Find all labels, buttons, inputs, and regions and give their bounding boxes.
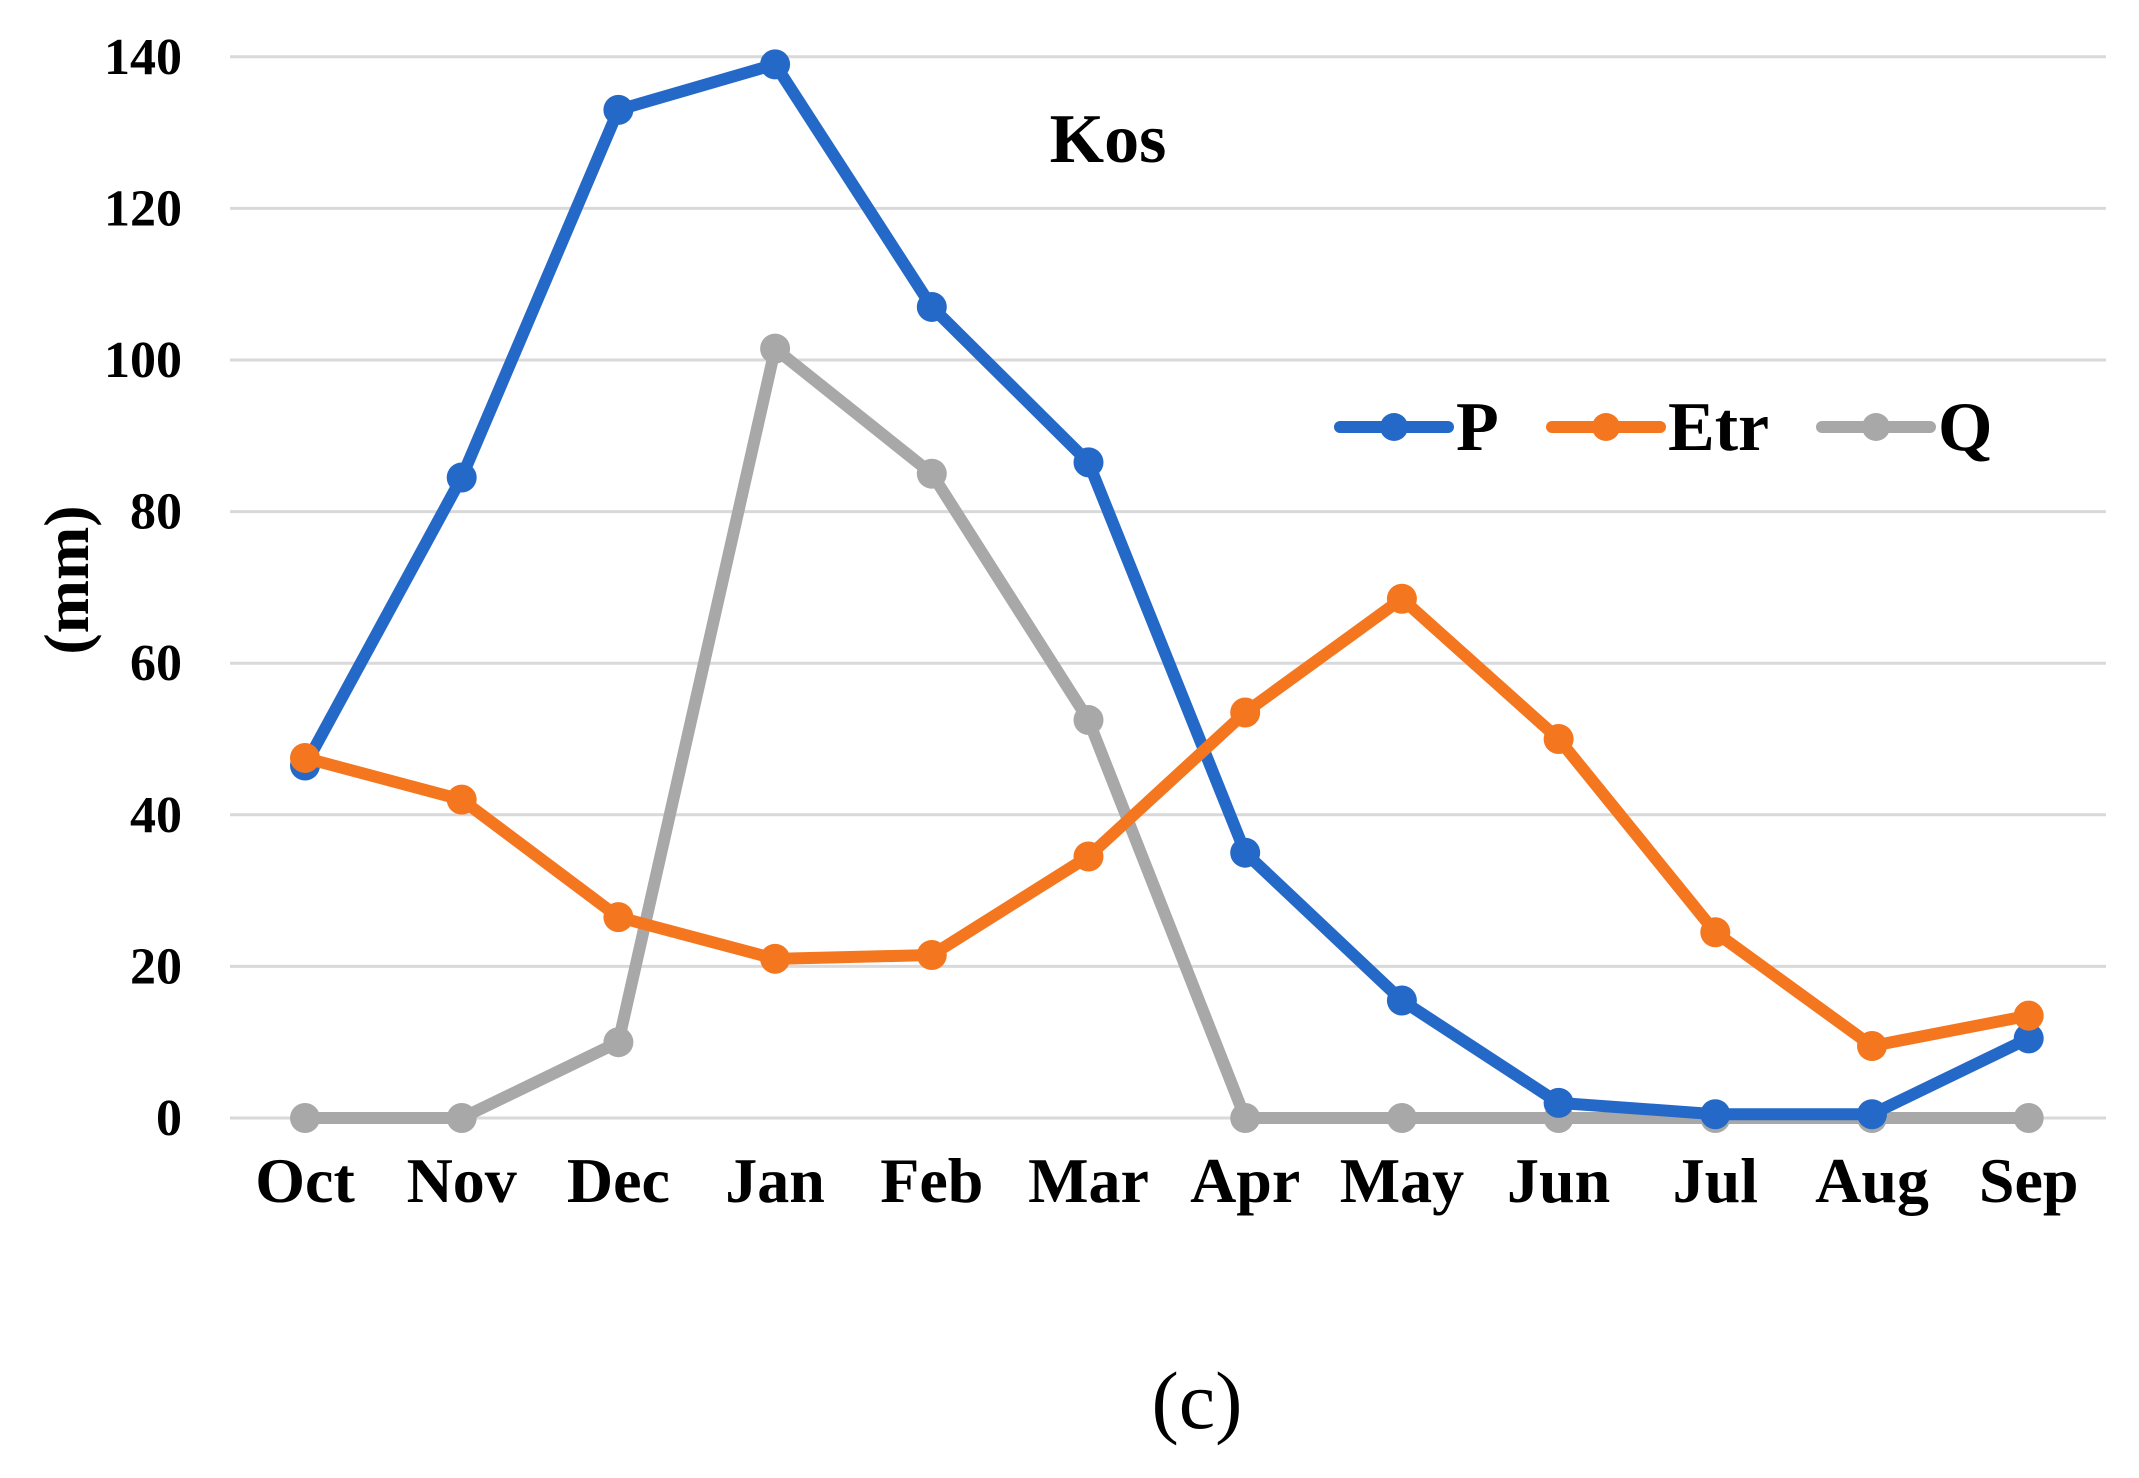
data-point-Etr-Sep	[2013, 1000, 2044, 1031]
data-point-Q-Dec	[603, 1027, 634, 1058]
y-tick-label: 140	[104, 29, 182, 86]
x-tick-label: Oct	[255, 1145, 355, 1216]
x-tick-label: Jun	[1507, 1145, 1610, 1216]
data-point-Q-Jan	[760, 333, 791, 364]
series-line-Etr	[299, 592, 2035, 1052]
data-point-Q-Mar	[1073, 705, 1104, 736]
data-point-P-Nov	[446, 462, 477, 493]
y-tick-label: 80	[130, 484, 182, 541]
legend-item-Q: Q	[1816, 389, 1992, 466]
x-tick-label: Apr	[1190, 1145, 1300, 1216]
legend-item-Etr: Etr	[1546, 389, 1769, 466]
legend-label-P: P	[1456, 389, 1499, 466]
legend-marker-Q	[1862, 413, 1890, 441]
data-point-Etr-Jul	[1700, 917, 1731, 948]
data-point-P-Feb	[916, 291, 947, 322]
legend-marker-Etr	[1592, 413, 1620, 441]
data-point-Etr-Dec	[603, 902, 634, 933]
data-point-P-Aug	[1857, 1099, 1887, 1130]
x-axis-tick-labels: Oct Nov Dec Jan Feb Mar Apr May Jun Jul Aug Sep	[255, 1145, 2078, 1216]
y-axis-label: (mm)	[31, 505, 102, 654]
data-point-Etr-May	[1386, 583, 1417, 614]
data-point-Etr-Aug	[1857, 1030, 1887, 1061]
data-point-P-Dec	[603, 94, 634, 125]
data-point-Etr-Nov	[446, 784, 477, 815]
series-line-Q	[299, 342, 2035, 1124]
y-tick-label: 100	[104, 332, 182, 389]
data-point-P-Mar	[1073, 447, 1104, 478]
legend-marker-P	[1380, 413, 1408, 441]
data-point-P-Jul	[1700, 1099, 1731, 1130]
legend-label-Q: Q	[1938, 389, 1992, 466]
data-point-P-May	[1386, 985, 1417, 1016]
data-point-Q-Nov	[446, 1103, 477, 1133]
legend-item-P: P	[1334, 389, 1499, 466]
data-point-P-Apr	[1230, 837, 1261, 868]
data-point-Etr-Jun	[1543, 724, 1574, 754]
y-tick-label: 20	[130, 938, 182, 995]
legend-label-Etr: Etr	[1668, 389, 1769, 466]
data-point-Etr-Feb	[916, 940, 947, 971]
data-point-Etr-Mar	[1073, 841, 1104, 872]
data-point-P-Sep	[2013, 1023, 2044, 1054]
figure-caption: (c)	[1151, 1355, 1242, 1446]
data-point-P-Jun	[1543, 1087, 1574, 1118]
data-point-Q-Feb	[916, 458, 947, 489]
data-point-Q-Sep	[2013, 1103, 2044, 1133]
x-tick-label: Feb	[880, 1145, 983, 1216]
data-point-Etr-Apr	[1230, 697, 1261, 728]
gridlines	[230, 55, 2106, 1120]
data-point-Q-Apr	[1230, 1103, 1261, 1133]
x-tick-label: Sep	[1979, 1145, 2079, 1216]
data-point-Q-Oct	[290, 1103, 320, 1133]
y-tick-label: 40	[130, 787, 182, 844]
x-tick-label: Mar	[1028, 1145, 1149, 1216]
series-lines	[290, 49, 2044, 1133]
chart-title: Kos	[1050, 101, 1167, 178]
data-point-Etr-Jan	[760, 943, 791, 974]
series-Etr	[290, 583, 2044, 1061]
series-line-P	[299, 58, 2035, 1121]
series-Q	[290, 333, 2044, 1133]
x-tick-label: Jan	[725, 1145, 825, 1216]
legend: P Etr Q	[1334, 389, 1992, 466]
x-tick-label: Nov	[407, 1145, 517, 1216]
y-tick-label: 120	[104, 180, 182, 237]
data-point-P-Jan	[760, 49, 791, 80]
x-tick-label: Aug	[1815, 1145, 1929, 1216]
data-point-Etr-Oct	[290, 742, 320, 773]
x-tick-label: Jul	[1673, 1145, 1758, 1216]
y-tick-label: 0	[156, 1090, 182, 1147]
y-axis-tick-labels: 0 20 40 60 80 100 120 140	[104, 29, 182, 1147]
x-tick-label: May	[1340, 1145, 1464, 1216]
y-tick-label: 60	[130, 635, 182, 692]
data-point-Q-May	[1386, 1103, 1417, 1133]
x-tick-label: Dec	[567, 1145, 670, 1216]
series-P	[290, 49, 2044, 1130]
